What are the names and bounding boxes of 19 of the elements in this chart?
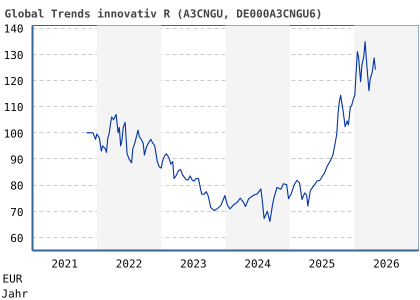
line-series — [86, 41, 376, 222]
y-tick-label: 70 — [10, 206, 24, 219]
y-tick-label: 80 — [10, 180, 24, 193]
y-tick-label: 140 — [4, 22, 24, 36]
x-tick-label: 2024 — [244, 258, 272, 270]
x-tick-label: 2023 — [180, 258, 207, 270]
x-tick-label: 2025 — [308, 258, 336, 270]
y-tick-label: 120 — [4, 74, 24, 88]
x-tick-label: 2021 — [51, 258, 78, 270]
x-tick-label: 2022 — [116, 258, 142, 270]
y-axis-title: EUR — [2, 272, 23, 286]
y-tick-label: 60 — [10, 232, 24, 245]
y-tick-label: 90 — [10, 153, 24, 166]
x-axis-title: Jahr — [2, 288, 28, 300]
y-tick-label: 110 — [4, 101, 24, 114]
x-tick-label: 2026 — [373, 258, 400, 270]
y-tick-label: 130 — [4, 48, 24, 62]
chart-title: Global Trends innovativ R (A3CNGU, DE000A3CNGU6) — [4, 8, 322, 20]
y-tick-label: 100 — [4, 127, 24, 140]
